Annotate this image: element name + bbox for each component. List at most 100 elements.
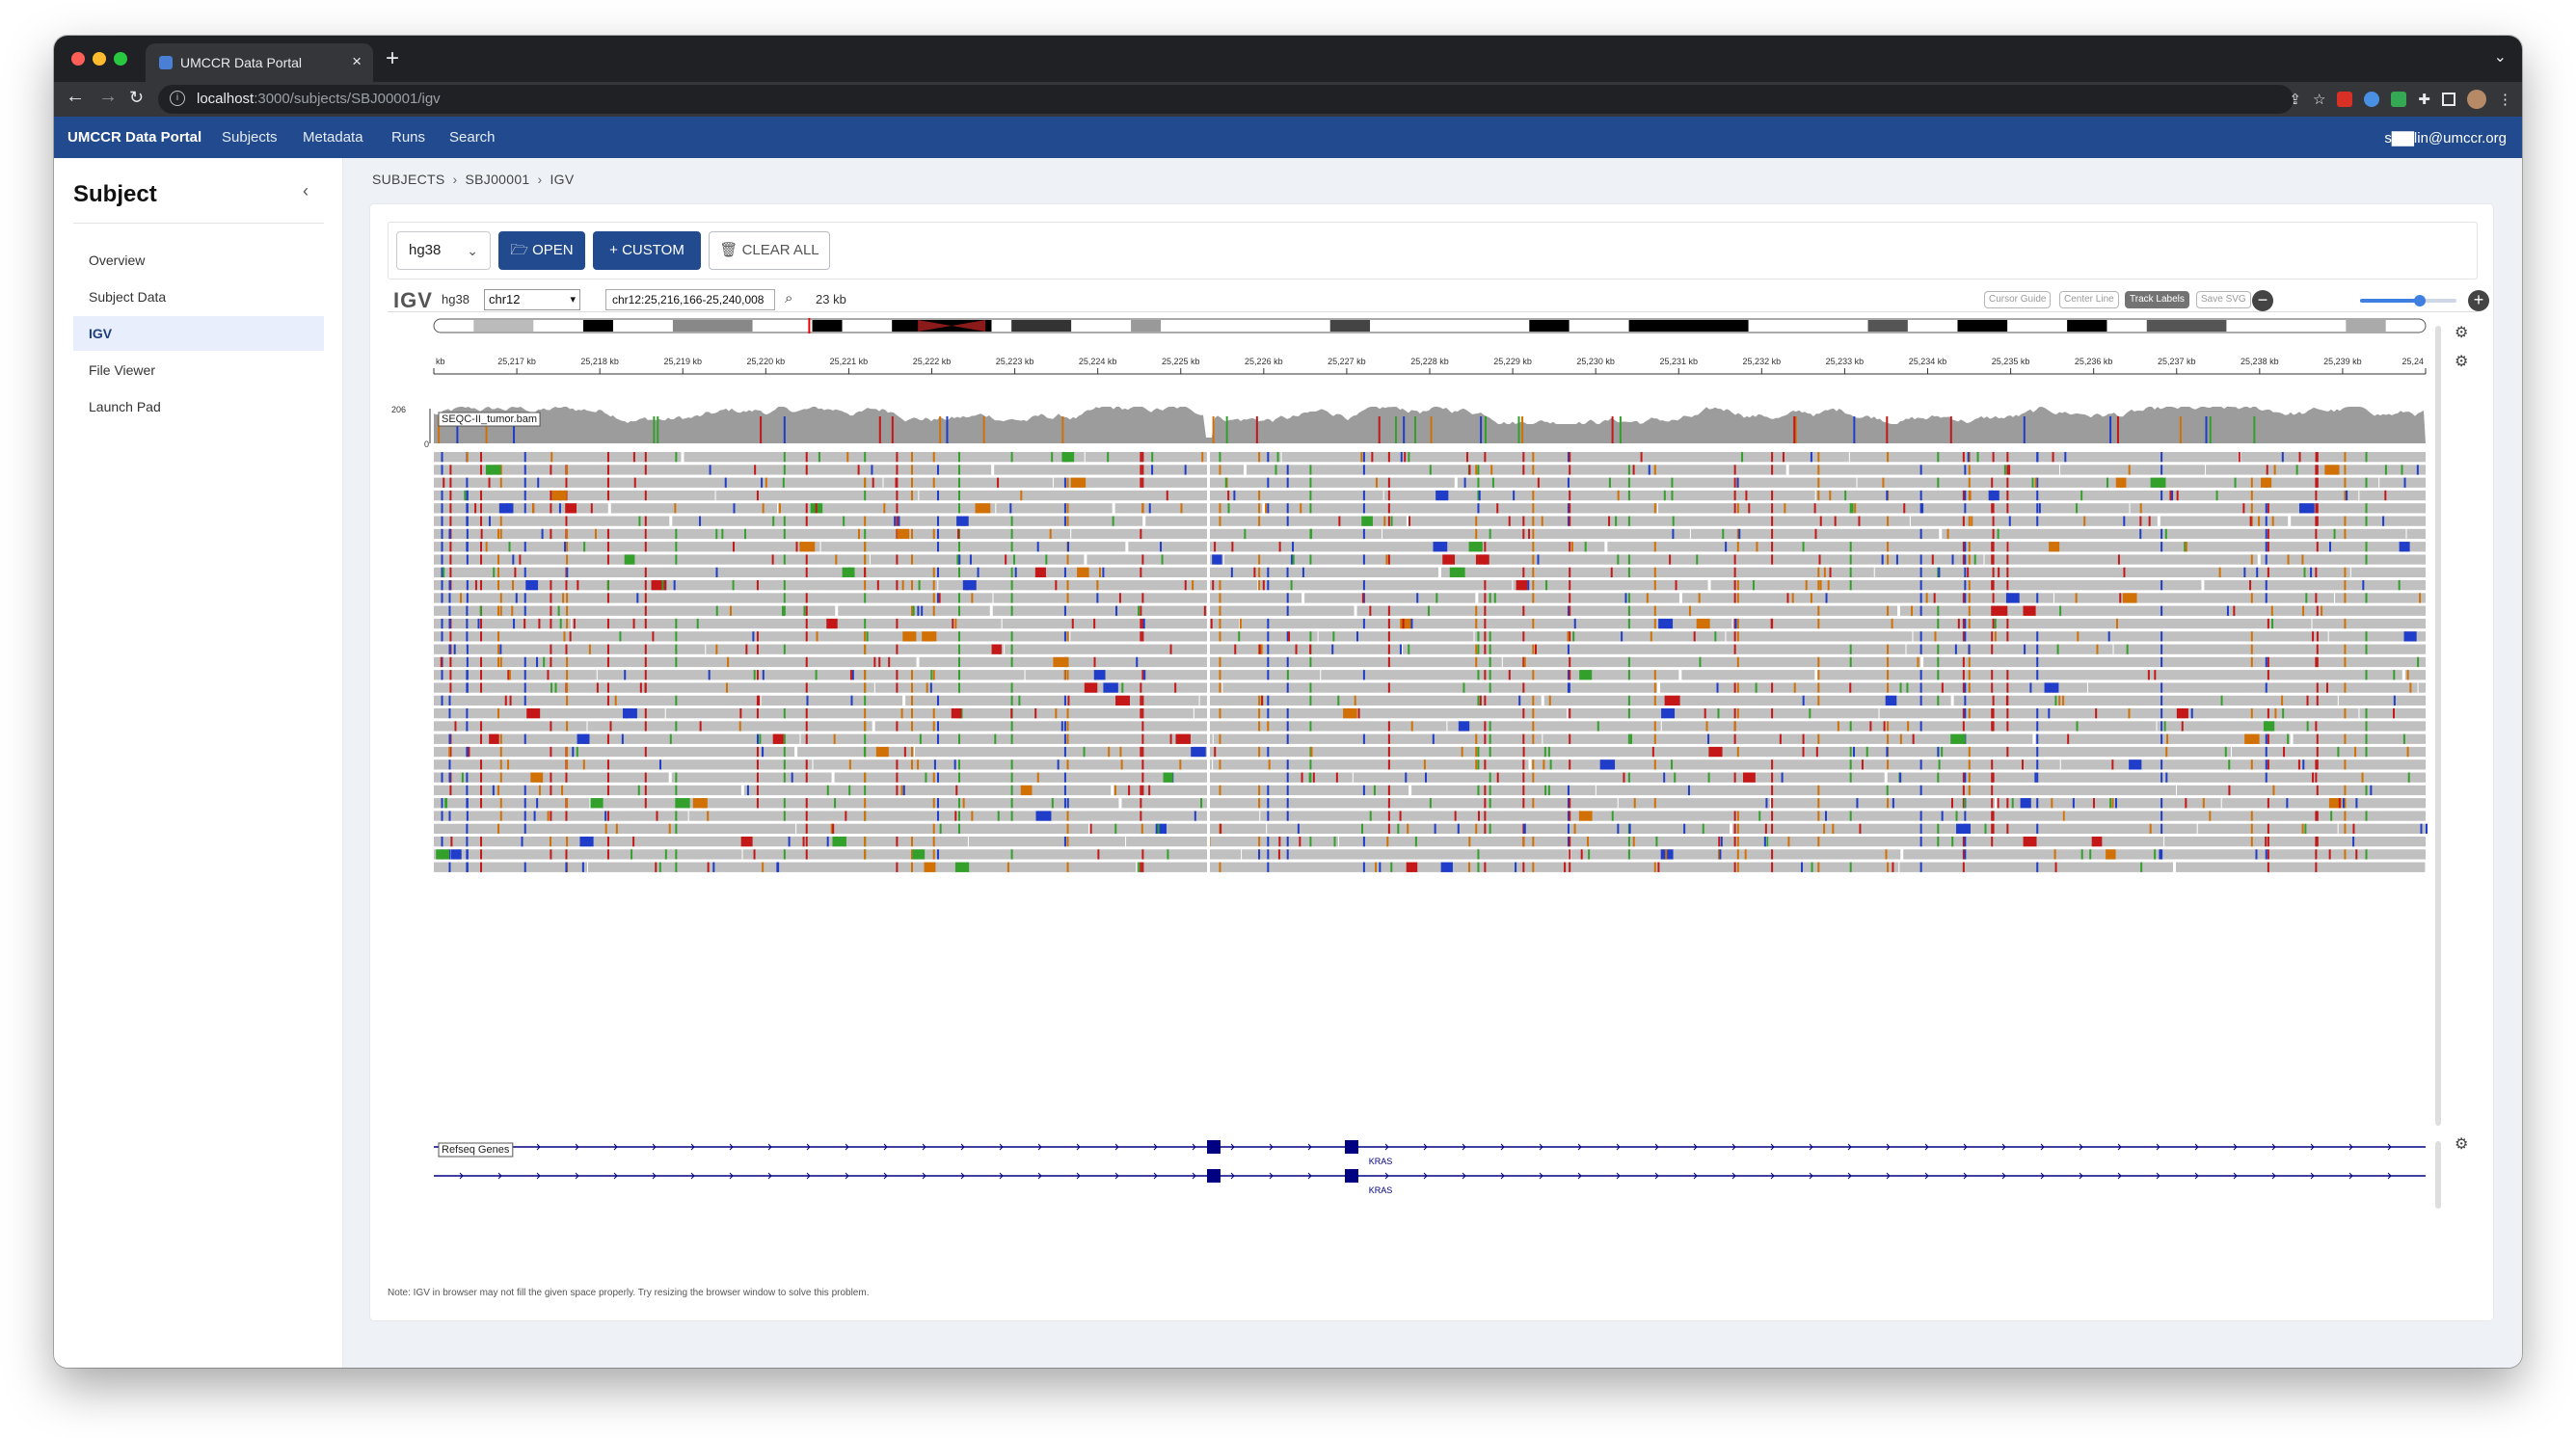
cursor-guide-toggle[interactable]: Cursor Guide xyxy=(1984,291,2052,308)
mismatch-base xyxy=(896,670,899,680)
mismatch-base xyxy=(2250,503,2253,514)
user-email[interactable]: s▇▇lin@umccr.org xyxy=(2384,130,2507,146)
mismatch-base xyxy=(739,708,742,719)
close-window-button[interactable] xyxy=(71,52,85,66)
nav-search[interactable]: Search xyxy=(449,129,496,146)
center-line-toggle[interactable]: Center Line xyxy=(2059,291,2119,308)
mismatch-base xyxy=(2053,849,2056,860)
mismatch-base xyxy=(864,580,867,591)
track-settings[interactable]: ⚙ ⚙ ⚙ xyxy=(2435,325,2468,1209)
gene-scrollbar[interactable] xyxy=(2435,1141,2441,1209)
nav-runs[interactable]: Runs xyxy=(391,129,426,146)
track-labels-toggle[interactable]: Track Labels xyxy=(2125,291,2189,308)
gear-icon[interactable]: ⚙ xyxy=(2455,1136,2468,1153)
mismatch-base xyxy=(1063,721,1066,732)
mismatch-base xyxy=(1950,733,1966,744)
close-tab-icon[interactable]: × xyxy=(352,52,362,70)
mismatch-base xyxy=(863,746,866,758)
igv-track-panel[interactable]: kb 25,217 kb 25,218 kb 25,219 kb 25,220 kb 25… xyxy=(388,312,2478,1272)
locus-input[interactable]: chr12:25,216,166-25,240,008 xyxy=(605,289,775,310)
custom-button[interactable]: + CUSTOM xyxy=(593,231,701,270)
mismatch-base xyxy=(1931,554,1934,565)
chromosome-ideogram[interactable] xyxy=(433,318,2427,333)
mismatch-base xyxy=(1522,682,1525,693)
mismatch-base xyxy=(2344,849,2347,860)
read xyxy=(1570,849,1901,860)
mismatch-base xyxy=(1009,503,1012,514)
reload-icon[interactable]: ↻ xyxy=(129,88,145,107)
mismatch-base xyxy=(1175,733,1191,744)
mismatch-base xyxy=(805,567,808,577)
mismatch-base xyxy=(1627,837,1630,847)
ruler-track: kb 25,217 kb 25,218 kb 25,219 kb 25,220 kb 25… xyxy=(433,357,2427,375)
zoom-out-icon[interactable]: − xyxy=(2252,290,2273,311)
mismatch-base xyxy=(1309,631,1312,642)
mismatch-base xyxy=(1968,554,1971,565)
mismatch-base xyxy=(564,542,567,552)
bookmark-star-icon[interactable]: ☆ xyxy=(2312,92,2326,108)
mismatch-base xyxy=(1657,862,1660,872)
sidebar-item-subject-data[interactable]: Subject Data xyxy=(89,289,167,305)
mismatch-base xyxy=(448,644,451,654)
new-tab-icon[interactable]: + xyxy=(386,45,400,71)
mismatch-base xyxy=(805,798,808,809)
forward-icon[interactable]: → xyxy=(98,86,118,107)
search-icon[interactable]: ⌕ xyxy=(785,290,793,306)
mismatch-base xyxy=(2160,528,2163,540)
mismatch-base xyxy=(1258,503,1261,514)
zoom-slider-handle[interactable] xyxy=(2414,295,2426,306)
sidebar-item-overview[interactable]: Overview xyxy=(89,253,146,268)
mismatch-base xyxy=(765,477,767,488)
save-svg-button[interactable]: Save SVG xyxy=(2196,291,2251,308)
gear-icon[interactable]: ⚙ xyxy=(2455,325,2468,341)
genome-select[interactable]: hg38 ⌄ xyxy=(396,231,491,270)
sidebar-item-launch-pad[interactable]: Launch Pad xyxy=(89,399,161,414)
zoom-in-icon[interactable]: + xyxy=(2468,290,2489,311)
extension-icon[interactable] xyxy=(2391,92,2407,107)
gear-icon[interactable]: ⚙ xyxy=(2455,354,2468,370)
mismatch-base xyxy=(1817,670,1820,680)
extension-icon[interactable] xyxy=(2337,92,2353,107)
mismatch-base xyxy=(957,823,960,834)
chromosome-select[interactable]: chr12 ▾ xyxy=(484,289,580,310)
maximize-window-button[interactable] xyxy=(114,52,127,66)
mismatch-base xyxy=(864,567,867,577)
sidebar-item-file-viewer[interactable]: File Viewer xyxy=(89,362,155,378)
mismatch-base xyxy=(1765,798,1768,809)
mismatch-base xyxy=(1919,490,1922,501)
open-button[interactable]: 🗁 OPEN xyxy=(498,231,585,270)
mismatch-base xyxy=(960,708,963,719)
back-icon[interactable]: ← xyxy=(66,86,85,107)
site-info-icon[interactable]: i xyxy=(170,91,185,106)
address-bar[interactable]: i localhost:3000/subjects/SBJ00001/igv xyxy=(158,85,2294,114)
strand-arrow xyxy=(2387,1172,2392,1180)
sidebar-item-igv[interactable]: IGV xyxy=(73,316,324,351)
avatar[interactable] xyxy=(2467,90,2486,109)
mismatch-base xyxy=(2286,798,2289,809)
alignment-reads[interactable] xyxy=(434,451,2428,874)
mismatch-base xyxy=(1051,452,1054,463)
alignment-scrollbar[interactable] xyxy=(2435,326,2441,1126)
extension-icon[interactable] xyxy=(2364,92,2380,107)
side-panel-icon[interactable] xyxy=(2442,93,2455,106)
puzzle-icon[interactable]: ✚ xyxy=(2418,92,2430,108)
ruler-tick-label: 25,232 kb xyxy=(1743,357,1782,366)
minimize-window-button[interactable] xyxy=(93,52,106,66)
more-menu-icon[interactable]: ⋮ xyxy=(2498,92,2512,108)
mismatch-base xyxy=(1912,733,1915,744)
tab-search-icon[interactable]: ⌄ xyxy=(2493,49,2507,66)
brand-link[interactable]: UMCCR Data Portal xyxy=(67,129,202,146)
zoom-slider[interactable] xyxy=(2360,295,2456,306)
share-icon[interactable]: ⇪ xyxy=(2289,92,2301,108)
mismatch-base xyxy=(1962,593,1965,603)
breadcrumb-subject[interactable]: SBJ00001 xyxy=(465,172,530,187)
nav-metadata[interactable]: Metadata xyxy=(303,129,363,146)
breadcrumb-subjects[interactable]: SUBJECTS xyxy=(372,172,445,187)
mismatch-base xyxy=(2302,605,2305,616)
clear-all-button[interactable]: 🗑 CLEAR ALL xyxy=(709,231,830,270)
nav-subjects[interactable]: Subjects xyxy=(222,129,278,146)
chevron-left-icon[interactable]: ‹ xyxy=(303,181,309,200)
browser-tab[interactable]: UMCCR Data Portal × xyxy=(146,43,373,82)
mismatch-base xyxy=(1219,708,1221,719)
